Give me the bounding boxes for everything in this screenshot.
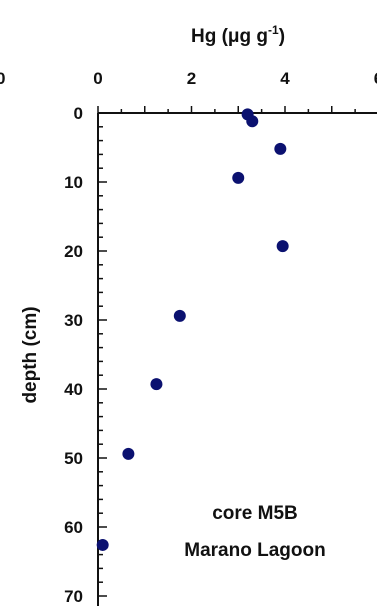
data-point: [150, 378, 163, 391]
annotation-location: Marano Lagoon: [184, 540, 325, 561]
x-tick-label: 4: [280, 69, 290, 88]
y-tick-labels: 0 10 20 30 40 50 60 70: [64, 104, 83, 606]
cropped-left-label: 0: [0, 69, 5, 88]
data-point: [122, 447, 135, 460]
y-tick-label: 10: [64, 173, 83, 192]
x-tick-label: 0: [93, 69, 102, 88]
y-tick-label: 40: [64, 380, 83, 399]
data-point: [276, 240, 289, 253]
y-tick-label: 30: [64, 311, 83, 330]
x-axis-ticks: [97, 106, 356, 113]
data-point: [173, 309, 186, 322]
y-axis-title: depth (cm): [20, 306, 41, 403]
y-tick-label: 20: [64, 242, 83, 261]
y-tick-label: 0: [74, 104, 83, 123]
y-tick-label: 50: [64, 449, 83, 468]
annotation-core: core M5B: [212, 503, 298, 524]
data-point: [232, 171, 245, 184]
x-tick-label: 2: [187, 69, 196, 88]
y-tick-label: 60: [64, 518, 83, 537]
plot-area: 0 2 4 6 0 10 20 30 40 50 60 70: [64, 69, 377, 606]
x-tick-label: 6: [374, 69, 377, 88]
data-point: [274, 142, 287, 155]
x-axis-title: Hg (μg g-1): [191, 23, 285, 47]
y-axis-ticks: [98, 112, 107, 597]
data-point: [246, 115, 259, 128]
x-axis-title-superscript: -1: [268, 23, 279, 37]
y-tick-label: 70: [64, 587, 83, 606]
x-tick-labels: 0 2 4 6: [93, 69, 377, 88]
data-points: [96, 108, 289, 551]
x-axis-title-close: ): [279, 26, 285, 47]
x-axis-title-main: Hg (μg g: [191, 26, 268, 47]
data-point: [96, 538, 109, 551]
